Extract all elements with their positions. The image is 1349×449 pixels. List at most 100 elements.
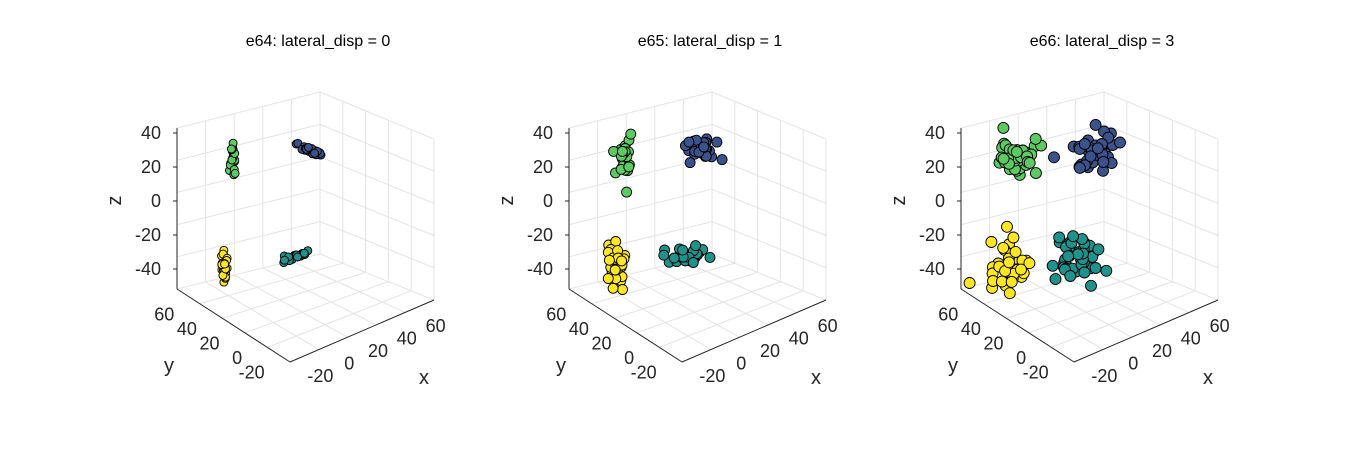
data-point bbox=[1067, 230, 1080, 243]
z-tick-label: 40 bbox=[141, 123, 161, 143]
data-point bbox=[1062, 250, 1075, 263]
data-point bbox=[1023, 156, 1036, 169]
y-axis-label: y bbox=[164, 355, 174, 377]
grid-line bbox=[244, 281, 389, 334]
x-tick-label: 0 bbox=[1128, 353, 1138, 373]
y-tick-label: 0 bbox=[1016, 348, 1026, 368]
data-point bbox=[1001, 220, 1013, 233]
grid-line bbox=[711, 123, 827, 172]
data-point bbox=[963, 277, 976, 289]
grid-line bbox=[960, 221, 1105, 258]
grid-line bbox=[176, 123, 321, 161]
grid-line bbox=[960, 91, 1105, 129]
grid-line bbox=[291, 260, 406, 313]
data-point bbox=[625, 128, 637, 140]
x-tick-label: 20 bbox=[368, 341, 388, 361]
scatter-points bbox=[602, 128, 728, 295]
y-axis-line bbox=[176, 288, 291, 363]
data-point bbox=[293, 252, 302, 262]
y-tick-label: 0 bbox=[624, 348, 634, 368]
z-tick-label: 0 bbox=[543, 191, 553, 211]
y-tick-label: 60 bbox=[938, 304, 958, 324]
grid-line bbox=[1103, 91, 1219, 140]
data-point bbox=[1064, 270, 1077, 282]
data-point bbox=[1071, 248, 1084, 261]
data-point bbox=[677, 244, 689, 256]
x-tick-label: 60 bbox=[1210, 316, 1230, 336]
data-point bbox=[226, 144, 236, 154]
data-point bbox=[1078, 266, 1091, 279]
data-point bbox=[658, 249, 670, 261]
data-point bbox=[1078, 138, 1091, 150]
data-point bbox=[280, 255, 289, 265]
grid-line bbox=[176, 156, 321, 193]
grid-line bbox=[176, 188, 321, 226]
grid-line bbox=[597, 281, 712, 351]
grid-line bbox=[568, 123, 713, 161]
grid-line bbox=[199, 262, 343, 305]
scatter-points bbox=[217, 138, 326, 287]
y-tick-label: 20 bbox=[199, 334, 219, 354]
grid-line bbox=[1103, 188, 1219, 237]
x-tick-label: -20 bbox=[1091, 366, 1117, 386]
x-tick-label: 20 bbox=[760, 341, 780, 361]
x-tick-label: 40 bbox=[1181, 329, 1201, 349]
panel-1: e64: lateral_disp = 040200-20-406040200-… bbox=[104, 33, 446, 389]
x-axis-label: x bbox=[419, 367, 429, 389]
data-point bbox=[698, 141, 710, 153]
scatter-points bbox=[963, 118, 1126, 300]
z-tick-label: 0 bbox=[151, 191, 161, 211]
data-point bbox=[1029, 132, 1042, 145]
grid-line bbox=[683, 260, 798, 313]
x-tick-label: -20 bbox=[307, 366, 333, 386]
axes bbox=[565, 128, 827, 363]
data-point bbox=[683, 136, 695, 148]
data-point bbox=[623, 161, 635, 173]
data-point bbox=[1114, 136, 1126, 149]
data-point bbox=[704, 251, 716, 263]
data-point bbox=[1097, 156, 1110, 168]
z-tick-label: -20 bbox=[527, 225, 553, 245]
grid-line bbox=[319, 188, 435, 237]
x-axis-line bbox=[1073, 299, 1219, 363]
grid-line bbox=[711, 156, 827, 204]
grid-line bbox=[176, 91, 321, 129]
grid-line bbox=[568, 221, 713, 258]
grid-line bbox=[319, 221, 435, 269]
grid-line bbox=[319, 156, 435, 204]
grid-line bbox=[319, 123, 435, 172]
y-tick-label: 40 bbox=[569, 319, 589, 339]
grid-line bbox=[636, 281, 781, 334]
y-tick-label: 0 bbox=[232, 348, 242, 368]
data-point bbox=[711, 136, 723, 148]
data-point bbox=[1015, 263, 1027, 276]
y-tick-label: 20 bbox=[983, 334, 1003, 354]
grid-line bbox=[625, 274, 740, 338]
data-point bbox=[1009, 245, 1022, 258]
y-tick-label: 60 bbox=[154, 304, 174, 324]
grid bbox=[176, 91, 435, 351]
x-tick-label: 40 bbox=[789, 329, 809, 349]
data-point bbox=[997, 152, 1010, 165]
y-tick-label: 40 bbox=[961, 319, 981, 339]
data-point bbox=[609, 264, 621, 276]
z-tick-label: 40 bbox=[533, 123, 553, 143]
grid-line bbox=[614, 271, 758, 319]
grid-line bbox=[319, 91, 435, 140]
panel-title: e66: lateral_disp = 3 bbox=[1030, 33, 1175, 50]
z-tick-label: -20 bbox=[135, 225, 161, 245]
data-point bbox=[687, 257, 699, 268]
z-tick-label: -20 bbox=[919, 225, 945, 245]
grid-line bbox=[711, 253, 827, 301]
x-axis-line bbox=[681, 299, 827, 363]
data-point bbox=[985, 236, 998, 248]
grid-line bbox=[711, 188, 827, 237]
grid-line bbox=[1103, 156, 1219, 204]
x-tick-label: 0 bbox=[344, 353, 354, 373]
grid-line bbox=[654, 267, 769, 326]
data-point bbox=[1089, 262, 1102, 274]
grid bbox=[568, 91, 827, 351]
x-axis-line bbox=[289, 299, 435, 363]
data-point bbox=[1048, 151, 1060, 164]
